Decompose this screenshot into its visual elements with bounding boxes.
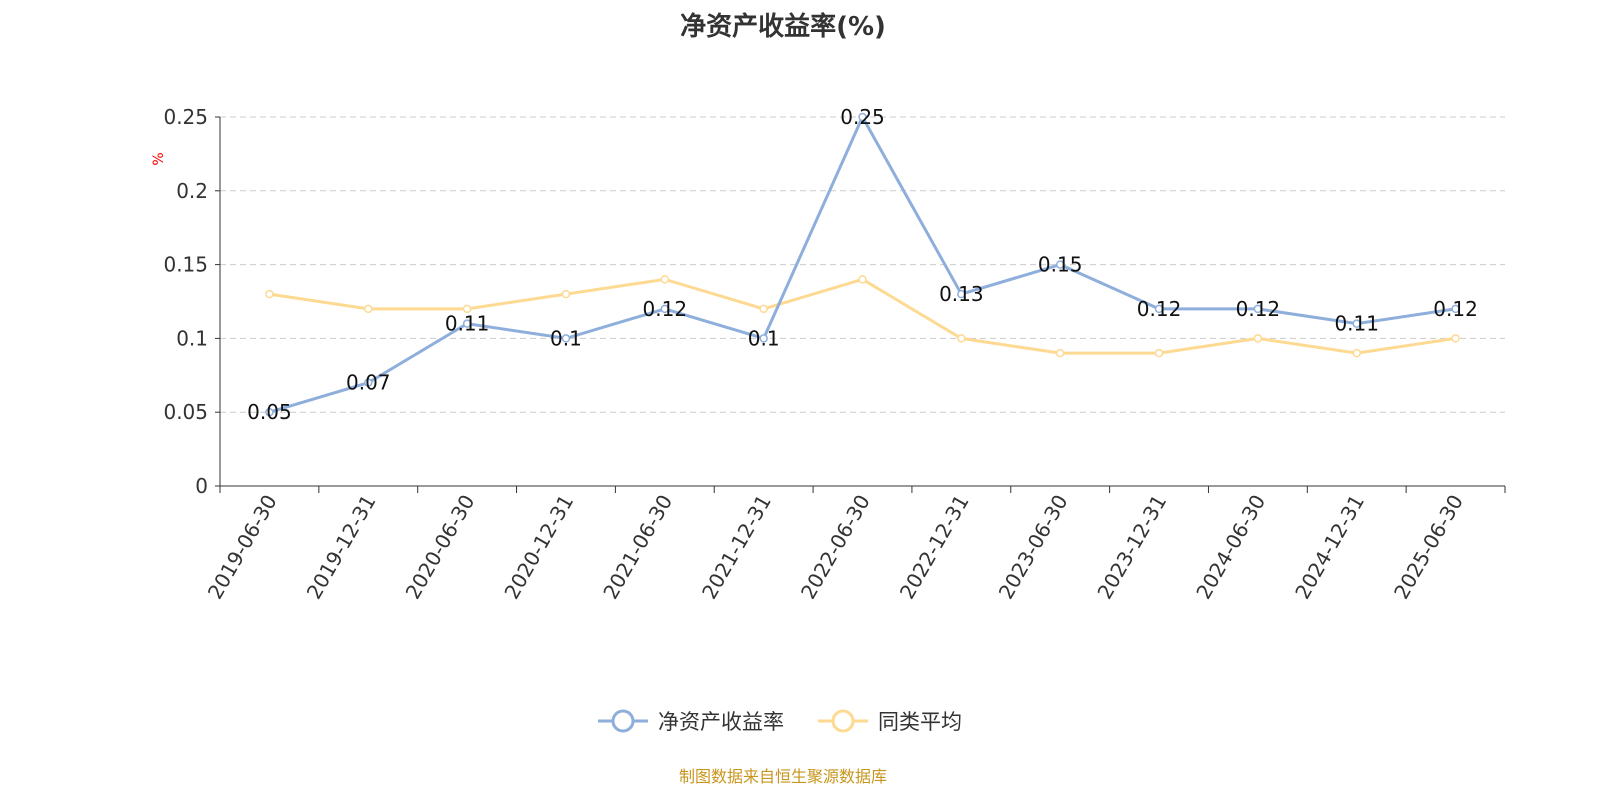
data-label: 0.12 — [1236, 297, 1281, 321]
data-source-footer: 制图数据来自恒生聚源数据库 — [678, 767, 887, 786]
legend-label[interactable]: 净资产收益率 — [658, 710, 784, 734]
x-tick-label: 2019-06-30 — [203, 491, 282, 604]
x-tick-label: 2023-06-30 — [994, 491, 1073, 604]
data-point — [462, 304, 472, 314]
data-label: 0.12 — [1137, 297, 1182, 321]
data-point — [462, 319, 472, 328]
y-tick-label: 0.2 — [176, 179, 208, 203]
legend-marker-icon — [611, 709, 635, 733]
data-label: 0.1 — [748, 326, 780, 350]
data-point — [957, 334, 966, 343]
data-point — [1451, 304, 1460, 314]
x-tick-label: 2021-06-30 — [598, 491, 677, 604]
data-point — [759, 304, 768, 314]
data-label: 0.15 — [1038, 253, 1083, 277]
x-tick-label: 2019-12-31 — [302, 491, 381, 604]
data-label: 0.25 — [840, 105, 885, 129]
data-point — [364, 304, 373, 314]
data-point — [858, 275, 867, 284]
data-point — [1451, 334, 1460, 343]
y-tick-label: 0 — [195, 474, 208, 498]
x-tick-label: 2025-06-30 — [1389, 491, 1468, 604]
data-point — [1154, 348, 1164, 358]
data-point — [265, 407, 274, 417]
data-point — [660, 304, 670, 314]
x-tick-label: 2022-06-30 — [796, 491, 875, 604]
data-point — [957, 289, 966, 299]
y-axis-label: % — [151, 152, 167, 165]
data-label: 0.1 — [550, 326, 582, 350]
data-point — [265, 289, 274, 299]
y-tick-label: 0.05 — [163, 400, 208, 424]
data-label: 0.11 — [445, 312, 490, 336]
data-point — [660, 275, 670, 284]
data-point — [561, 289, 571, 299]
x-tick-label: 2024-12-31 — [1290, 491, 1369, 604]
data-label: 0.12 — [643, 297, 688, 321]
data-label: 0.07 — [346, 371, 391, 395]
y-tick-label: 0.25 — [163, 105, 208, 129]
x-tick-label: 2024-06-30 — [1191, 491, 1270, 604]
data-label: 0.13 — [939, 282, 984, 306]
data-point — [1055, 260, 1065, 269]
data-point — [858, 112, 867, 122]
data-point — [1352, 319, 1361, 328]
data-label: 0.05 — [247, 400, 292, 424]
legend-marker-icon — [831, 709, 855, 733]
chart-title: 净资产收益率(%) — [680, 12, 886, 42]
data-point — [1352, 348, 1361, 358]
data-label: 0.11 — [1334, 312, 1379, 336]
data-point — [1253, 304, 1263, 314]
data-point — [1154, 304, 1164, 314]
legend-label[interactable]: 同类平均 — [878, 710, 962, 734]
data-point — [364, 378, 373, 387]
y-tick-label: 0.1 — [176, 326, 208, 350]
x-tick-label: 2020-06-30 — [401, 491, 480, 604]
data-point — [759, 334, 768, 343]
x-tick-label: 2022-12-31 — [895, 491, 974, 604]
x-tick-label: 2020-12-31 — [499, 491, 578, 604]
y-tick-label: 0.15 — [163, 253, 208, 277]
data-point — [561, 334, 571, 343]
data-point — [1055, 348, 1065, 358]
data-point — [1253, 334, 1263, 343]
x-tick-label: 2021-12-31 — [697, 491, 776, 604]
x-tick-label: 2023-12-31 — [1092, 491, 1171, 604]
data-label: 0.12 — [1433, 297, 1478, 321]
